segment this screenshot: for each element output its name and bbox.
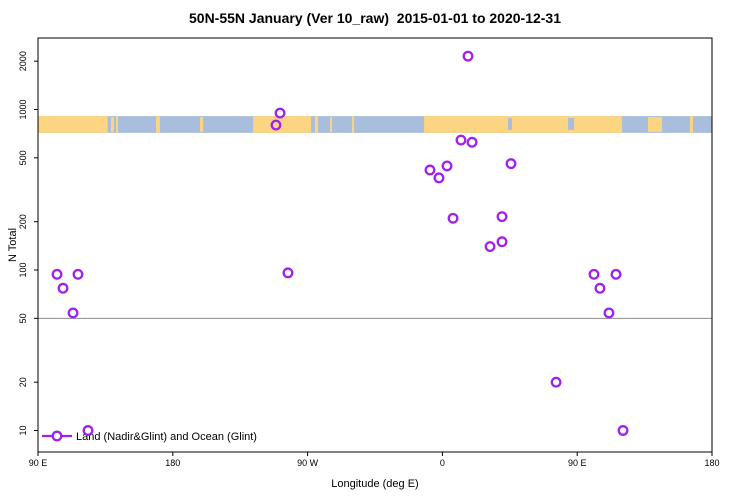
data-point: [270, 119, 282, 131]
data-point: [466, 136, 478, 148]
map-strip-land-segment: [156, 116, 160, 133]
map-strip-land-segment: [38, 116, 108, 133]
y-tick-label: 500: [18, 150, 28, 165]
x-tick-label: 90 E: [568, 458, 587, 468]
legend-marker-icon: [51, 430, 63, 442]
data-point: [594, 282, 606, 294]
data-point: [447, 212, 459, 224]
y-tick-label: 50: [18, 313, 28, 323]
data-point: [82, 425, 94, 436]
y-tick-label: 10: [18, 425, 28, 435]
map-strip-land-segment: [648, 117, 662, 132]
data-point: [462, 50, 474, 62]
data-point: [484, 241, 496, 252]
x-tick-label: 90 E: [29, 458, 48, 468]
map-strip-ocean-hole: [508, 118, 513, 130]
data-point: [617, 425, 629, 436]
y-tick-label: 200: [18, 214, 28, 229]
data-point: [274, 107, 286, 119]
data-point: [57, 282, 69, 294]
data-point: [588, 268, 600, 280]
map-strip-land-segment: [330, 117, 333, 132]
data-point: [455, 134, 467, 146]
map-strip-land-segment: [314, 116, 318, 133]
map-strip-land-segment: [352, 116, 355, 133]
data-point: [433, 172, 445, 184]
map-strip-land-segment: [689, 116, 693, 133]
y-tick-label: 1000: [18, 99, 28, 119]
x-tick-label: 180: [704, 458, 719, 468]
plot-border: [37, 37, 713, 453]
data-point: [424, 164, 436, 176]
map-strip-ocean-hole: [568, 118, 575, 130]
data-point: [441, 160, 453, 172]
data-point: [67, 307, 79, 319]
chart-title: 50N-55N January (Ver 10_raw) 2015-01-01 …: [189, 10, 561, 26]
x-tick-label: 90 W: [297, 458, 319, 468]
data-point: [496, 211, 508, 223]
data-point: [610, 268, 622, 280]
y-tick-label: 100: [18, 262, 28, 277]
data-point: [603, 307, 615, 319]
data-point: [550, 376, 562, 388]
legend-label: Land (Nadir&Glint) and Ocean (Glint): [76, 431, 257, 443]
data-point: [496, 236, 508, 248]
x-axis-title: Longitude (deg E): [331, 478, 419, 490]
map-strip-land-segment: [200, 117, 204, 132]
data-point: [282, 267, 294, 279]
data-point: [505, 158, 517, 170]
map-strip-land-segment: [424, 116, 622, 133]
data-point: [72, 268, 84, 280]
map-strip-land-segment: [116, 116, 118, 133]
map-strip-land-segment: [253, 116, 312, 133]
x-tick-label: 0: [440, 458, 445, 468]
y-tick-label: 20: [18, 377, 28, 387]
y-tick-label: 2000: [18, 51, 28, 71]
data-point: [51, 268, 63, 280]
map-strip-land-segment: [110, 117, 114, 132]
x-tick-label: 180: [165, 458, 180, 468]
